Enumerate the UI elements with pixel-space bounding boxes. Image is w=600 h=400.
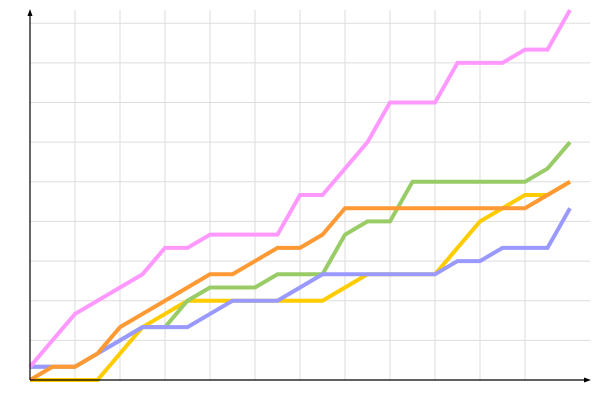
series-line-4 [28,180,572,382]
series-lines [28,9,572,382]
series-line-1 [30,180,572,382]
series-line-5 [28,9,572,369]
x-axis-arrow-icon [584,377,591,383]
y-axis-arrow-icon [27,9,33,16]
axes [27,9,591,383]
series-line-3 [30,207,572,369]
